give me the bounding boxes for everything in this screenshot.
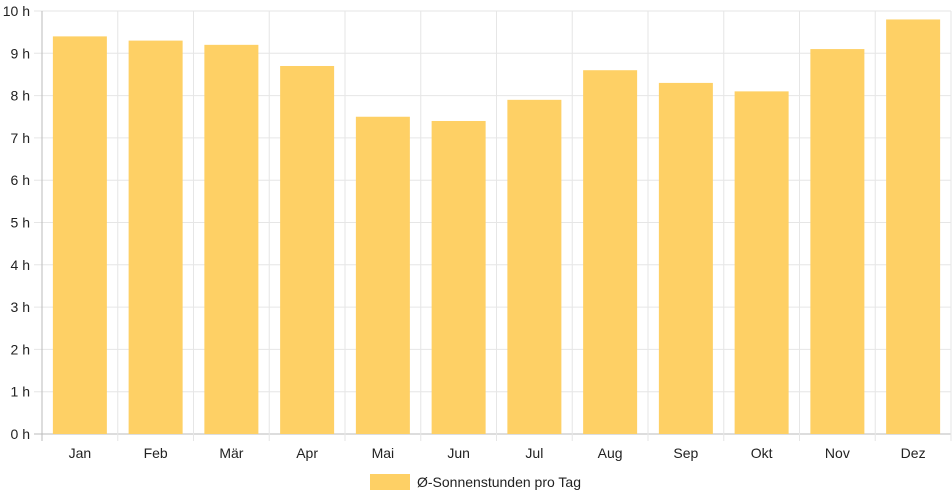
bar-series [52,19,941,435]
bar-nov[interactable] [810,49,865,434]
legend[interactable]: Ø-Sonnenstunden pro Tag [370,474,581,490]
bar-mai[interactable] [355,116,410,434]
bar-okt[interactable] [734,91,789,435]
x-tick-label: Jan [69,445,92,461]
x-axis: Jan Feb Mär Apr Mai Jun Jul Aug Sep Okt Nov Dez [69,445,926,461]
x-tick-label: Apr [296,445,318,461]
bar-sep[interactable] [658,82,713,434]
x-tick-label: Dez [901,445,926,461]
x-tick-label: Okt [751,445,773,461]
y-tick-label: 4 h [11,257,30,273]
x-tick-label: Jul [525,445,543,461]
y-tick-label: 9 h [11,45,30,61]
y-tick-label: 10 h [3,3,30,19]
bar-jul[interactable] [507,99,562,434]
y-axis: 0 h 1 h 2 h 3 h 4 h 5 h 6 h 7 h 8 h 9 h 10 h [3,3,30,442]
bar-jan[interactable] [52,36,107,434]
y-tick-label: 7 h [11,130,30,146]
y-tick-label: 3 h [11,299,30,315]
gridlines [34,10,952,441]
bar-aug[interactable] [583,70,638,434]
bar-jun[interactable] [431,120,486,434]
x-tick-label: Feb [144,445,168,461]
bar-mär[interactable] [204,44,259,435]
bar-dez[interactable] [886,19,941,435]
bar-feb[interactable] [128,40,183,435]
legend-swatch[interactable] [370,474,410,490]
legend-label[interactable]: Ø-Sonnenstunden pro Tag [417,474,581,490]
x-tick-label: Jun [447,445,470,461]
x-tick-label: Mär [219,445,243,461]
y-tick-label: 2 h [11,341,30,357]
bar-apr[interactable] [280,65,335,435]
y-tick-label: 1 h [11,384,30,400]
y-tick-label: 6 h [11,172,30,188]
x-tick-label: Sep [673,445,698,461]
x-tick-label: Mai [372,445,395,461]
y-tick-label: 5 h [11,215,30,231]
y-tick-label: 8 h [11,88,30,104]
x-tick-label: Aug [598,445,623,461]
x-tick-label: Nov [825,445,850,461]
y-tick-label: 0 h [11,426,30,442]
